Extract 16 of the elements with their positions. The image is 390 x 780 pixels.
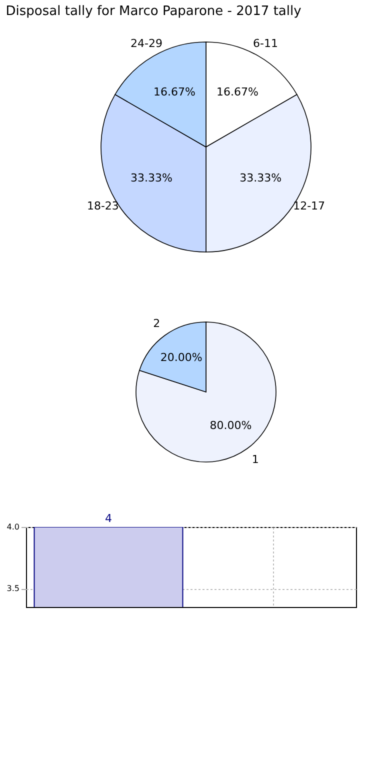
data-label: 16.67% — [154, 85, 196, 98]
data-label: 16.67% — [216, 85, 258, 98]
slice-label: 1 — [252, 452, 259, 466]
slice-label: 6-11 — [253, 36, 278, 50]
y-tick-label: 4.0 — [6, 522, 20, 532]
slice-label: 2 — [153, 317, 160, 330]
data-label: 80.00% — [210, 418, 252, 432]
y-tick-label: 3.5 — [6, 584, 20, 594]
data-label: 33.33% — [240, 172, 282, 185]
data-label: 20.00% — [160, 351, 202, 364]
slice-label: 24-29 — [130, 36, 162, 50]
data-label: 4 — [105, 512, 112, 525]
chart-title: Disposal tally for Marco Paparone - 2017 tally — [6, 4, 302, 19]
data-label: 33.33% — [130, 172, 172, 185]
slice-label: 18-23 — [86, 200, 119, 213]
slice-label: 12-17 — [293, 200, 326, 213]
